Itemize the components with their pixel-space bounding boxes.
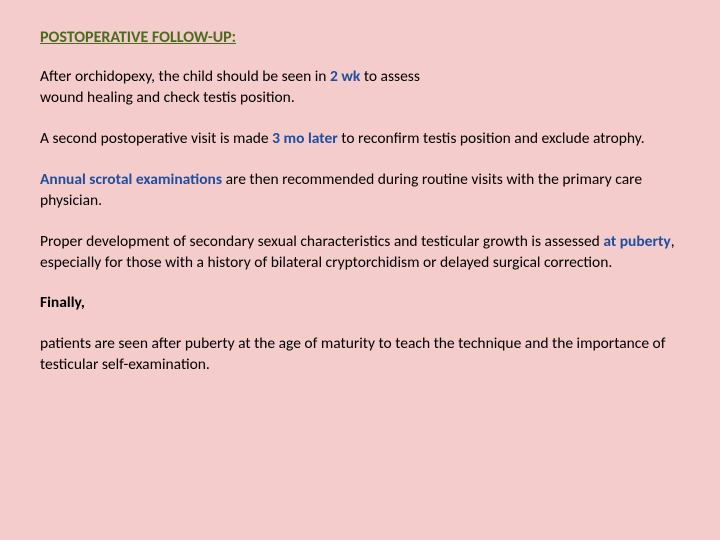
p1-text-d: wound healing and check testis position. [40,88,295,107]
p2-text-c: to reconfirm testis position and exclude… [338,129,645,148]
p2-highlight: 3 mo later [272,129,338,148]
p1-text-a: After orchidopexy, the child should be s… [40,67,330,86]
p4-text-a: Proper development of secondary sexual c… [40,232,603,251]
paragraph-6: patients are seen after puberty at the a… [40,334,684,376]
p1-text-c: to assess [360,67,420,86]
paragraph-3: Annual scrotal examinations are then rec… [40,170,684,212]
paragraph-4: Proper development of secondary sexual c… [40,232,684,274]
p6-text: patients are seen after puberty at the a… [40,334,665,374]
paragraph-5: Finally, [40,293,684,314]
section-heading: POSTOPERATIVE FOLLOW-UP: [40,28,684,47]
p1-highlight: 2 wk [330,67,360,86]
p5-text: Finally, [40,293,85,312]
paragraph-1: After orchidopexy, the child should be s… [40,67,684,109]
slide: POSTOPERATIVE FOLLOW-UP: After orchidope… [0,0,720,540]
p4-highlight: at puberty [603,232,670,251]
p2-text-a: A second postoperative visit is made [40,129,272,148]
p3-highlight: Annual scrotal examinations [40,170,222,189]
paragraph-2: A second postoperative visit is made 3 m… [40,129,684,150]
